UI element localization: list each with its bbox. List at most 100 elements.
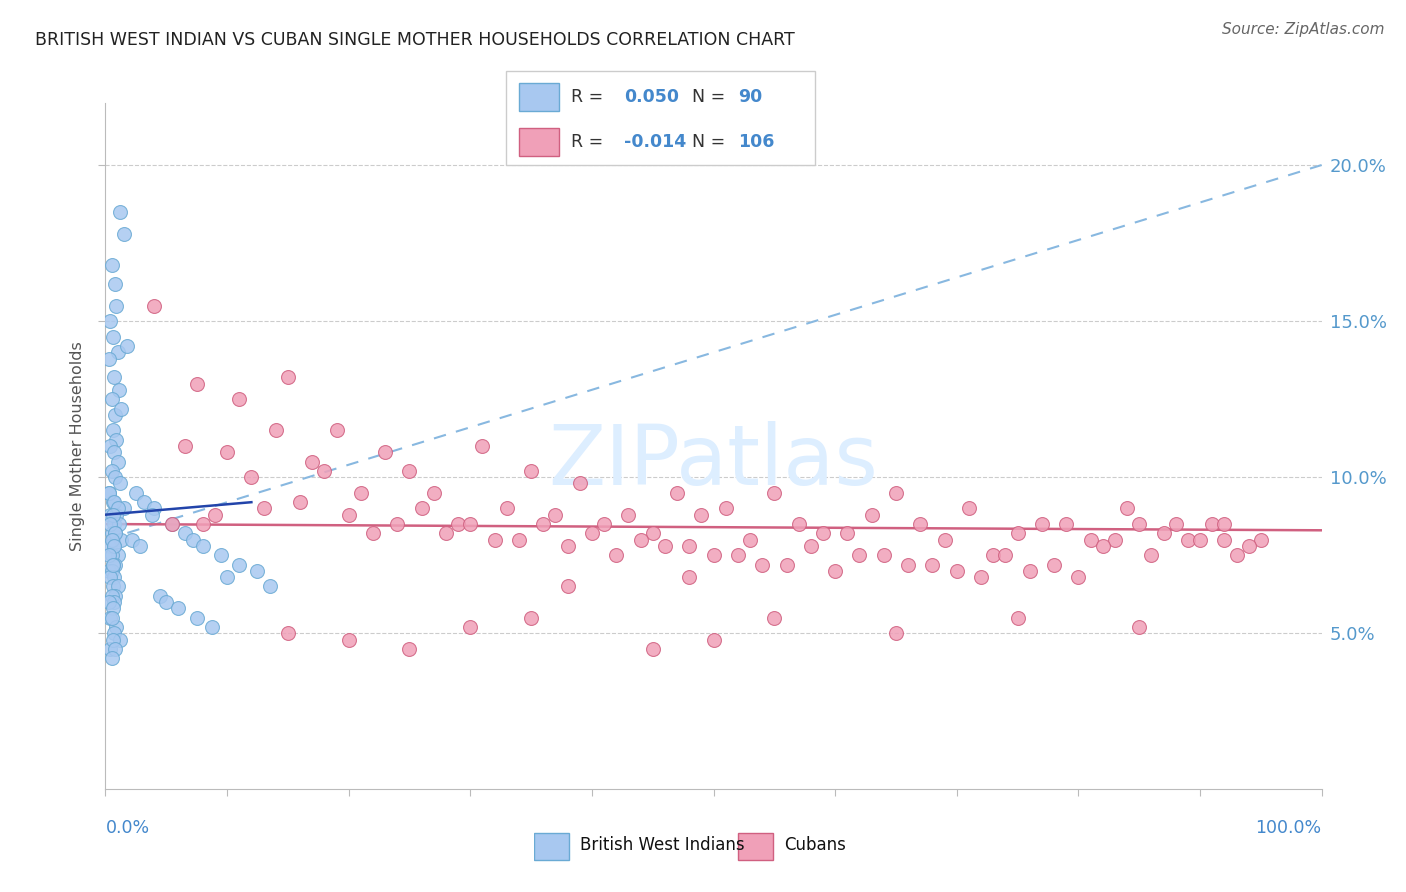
Point [264,424,287,438]
Point [110,533,132,547]
Point [605,548,627,563]
Point [544,508,567,522]
Point [301,455,323,469]
Point [105,620,128,634]
Point [173,526,195,541]
Point [837,526,859,541]
Point [641,526,664,541]
Text: N =: N = [692,87,731,105]
Point [100,464,122,478]
Point [103,445,125,459]
Point [873,548,896,563]
Point [775,558,797,572]
Point [678,570,700,584]
Point [112,501,135,516]
Point [101,558,124,572]
Point [1128,517,1150,532]
Point [100,564,122,578]
Point [104,526,127,541]
Point [112,227,135,241]
Point [337,508,360,522]
Point [98,485,121,500]
Point [314,464,336,478]
Point [110,401,132,416]
Point [471,439,494,453]
Point [1007,526,1029,541]
Point [98,595,121,609]
Point [252,501,274,516]
Bar [519,83,558,111]
Point [897,558,920,572]
Point [104,277,127,291]
Point [191,539,214,553]
Point [1104,533,1126,547]
Point [101,601,124,615]
Point [98,548,121,563]
Point [104,408,127,422]
Point [800,539,823,553]
Point [884,626,907,640]
Point [557,580,579,594]
Point [103,517,125,532]
Point [104,558,127,572]
Point [98,570,121,584]
Point [209,548,232,563]
Point [1054,517,1077,532]
Text: N =: N = [692,133,731,151]
Point [246,564,269,578]
Point [103,539,125,553]
Point [520,464,543,478]
Point [447,517,470,532]
Point [107,455,129,469]
Point [125,485,148,500]
Point [228,392,250,407]
Point [824,564,846,578]
Point [108,383,131,397]
Point [934,533,956,547]
Point [98,351,121,366]
Point [1018,564,1040,578]
Text: 0.0%: 0.0% [105,819,149,837]
Point [398,464,420,478]
Point [277,370,299,384]
Text: -0.014: -0.014 [624,133,686,151]
Point [434,526,457,541]
Point [101,508,124,522]
Bar [534,833,569,860]
Point [1201,517,1223,532]
Point [121,533,143,547]
Point [738,533,761,547]
Point [173,439,195,453]
Point [423,485,446,500]
Point [811,526,834,541]
Point [568,476,591,491]
Point [98,314,121,328]
Point [495,501,517,516]
Point [945,564,967,578]
Point [101,424,124,438]
Text: Source: ZipAtlas.com: Source: ZipAtlas.com [1222,22,1385,37]
Point [617,508,640,522]
Point [1080,533,1102,547]
Point [128,539,150,553]
Point [101,558,124,572]
Point [1116,501,1139,516]
Y-axis label: Single Mother Households: Single Mother Households [70,341,86,551]
Point [727,548,749,563]
Point [593,517,616,532]
Point [100,589,122,603]
Point [458,517,481,532]
Point [186,611,208,625]
Point [103,570,125,584]
Text: R =: R = [571,133,609,151]
Point [107,548,129,563]
FancyBboxPatch shape [506,71,815,165]
Point [411,501,433,516]
Point [98,517,121,532]
Point [531,517,554,532]
Point [100,548,122,563]
Point [860,508,883,522]
Point [217,445,239,459]
Point [103,626,125,640]
Point [105,433,128,447]
